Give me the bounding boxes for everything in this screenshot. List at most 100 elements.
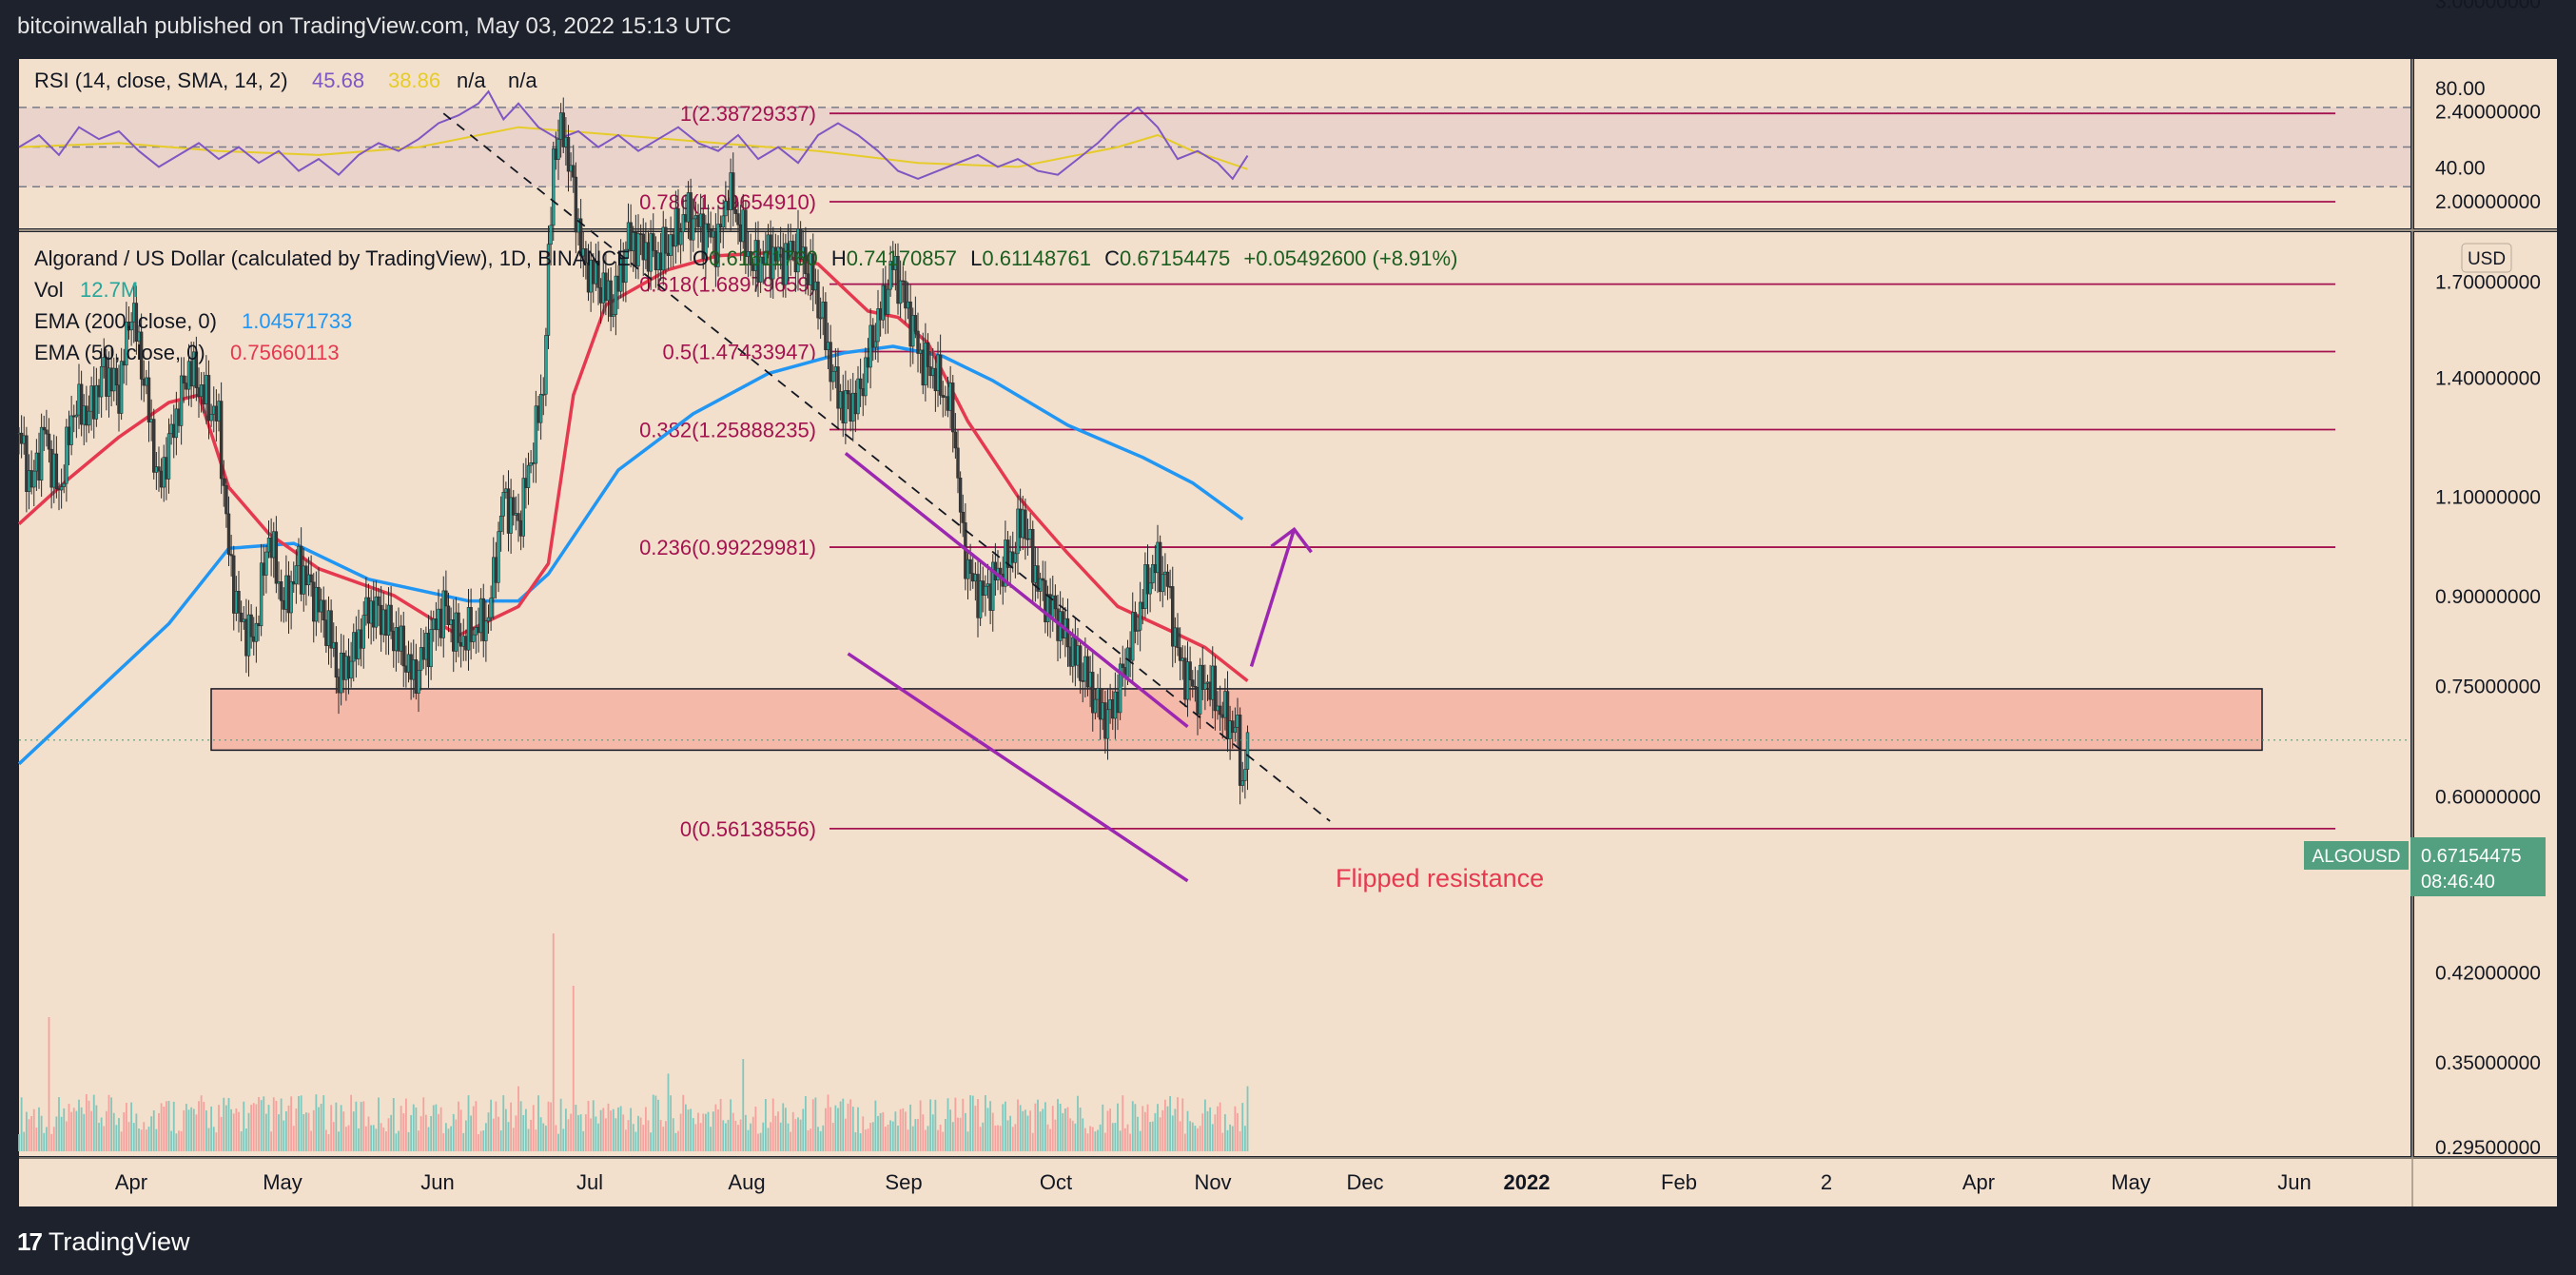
volume-bar xyxy=(1086,1133,1089,1151)
volume-bar xyxy=(959,1117,962,1151)
candle-body xyxy=(219,401,224,480)
candle-body xyxy=(1121,663,1124,668)
volume-bar xyxy=(1026,1115,1029,1151)
volume-bar xyxy=(1237,1112,1239,1151)
volume-bar xyxy=(971,1095,974,1151)
candle-body xyxy=(721,215,725,228)
volume-bar xyxy=(332,1122,335,1151)
volume-bar xyxy=(310,1130,313,1151)
volume-bar xyxy=(439,1107,442,1151)
volume-bar xyxy=(167,1101,170,1151)
volume-bar xyxy=(877,1115,879,1151)
ema200-label: EMA (200, close, 0) xyxy=(34,309,217,333)
volume-bar xyxy=(784,1108,787,1151)
volume-bar xyxy=(1219,1102,1221,1151)
volume-bar xyxy=(112,1112,115,1151)
candle-body xyxy=(744,209,748,257)
volume-bar xyxy=(28,1119,30,1151)
volume-bar xyxy=(295,1108,298,1151)
candle-body xyxy=(146,377,151,422)
volume-bar xyxy=(750,1123,752,1151)
candle-body xyxy=(42,426,46,431)
volume-bar xyxy=(1129,1133,1132,1151)
candle-body xyxy=(1231,720,1235,734)
candle-body xyxy=(1191,679,1195,687)
volume-bar xyxy=(1201,1113,1204,1151)
volume-bar xyxy=(163,1106,166,1151)
volume-bar xyxy=(859,1133,862,1151)
volume-bar xyxy=(710,1127,712,1151)
candle-body xyxy=(798,228,803,260)
candle-body xyxy=(87,410,91,426)
volume-bar xyxy=(324,1129,327,1151)
volume-bar xyxy=(70,1111,73,1151)
volume-bar xyxy=(624,1129,627,1151)
volume-bar xyxy=(564,1108,567,1151)
candle-body xyxy=(1178,647,1182,661)
candle-body xyxy=(566,137,571,172)
volume-bar xyxy=(1166,1106,1169,1151)
volume-bar xyxy=(18,1134,20,1151)
time-axis-label: Jul xyxy=(576,1170,603,1194)
volume-bar xyxy=(118,1118,120,1151)
volume-bar xyxy=(767,1128,770,1151)
volume-bar xyxy=(267,1105,270,1151)
volume-bar xyxy=(68,1104,70,1151)
volume-bar xyxy=(839,1101,842,1151)
volume-bar xyxy=(1174,1108,1177,1151)
volume-bar xyxy=(1234,1106,1237,1151)
volume-bar xyxy=(1031,1132,1034,1151)
candle-body xyxy=(1193,685,1198,688)
candle-body xyxy=(574,176,578,233)
volume-bar xyxy=(404,1098,407,1151)
volume-bar xyxy=(475,1101,478,1151)
candle-body xyxy=(1200,664,1204,690)
volume-bar xyxy=(263,1096,265,1151)
rsi-panel[interactable]: 80.00 40.00 xyxy=(18,78,2486,187)
volume-bar xyxy=(692,1118,694,1151)
volume-bar xyxy=(103,1126,106,1151)
volume-bar xyxy=(524,1108,527,1151)
candle-body xyxy=(544,335,548,395)
volume-bar xyxy=(782,1103,785,1151)
rsi-band xyxy=(19,107,2410,187)
volume-bar xyxy=(1186,1110,1189,1151)
volume-bar xyxy=(183,1109,185,1151)
candle-body xyxy=(612,314,615,317)
volume-bar xyxy=(944,1119,946,1151)
close-label: C xyxy=(1104,246,1120,270)
fib-level-label: 0(0.56138556) xyxy=(680,817,816,841)
volume-bar xyxy=(130,1102,133,1151)
candle-body xyxy=(804,246,808,275)
volume-bar xyxy=(679,1113,682,1151)
volume-bar xyxy=(802,1108,805,1151)
volume-bar xyxy=(739,1119,742,1151)
price-badge-countdown: 08:46:40 xyxy=(2421,872,2495,892)
candle-body xyxy=(864,357,868,397)
candle-body xyxy=(846,390,850,395)
volume-bar xyxy=(922,1114,925,1151)
volume-bar xyxy=(338,1131,340,1151)
volume-bar xyxy=(644,1107,647,1151)
volume-bar xyxy=(1046,1124,1049,1151)
volume-bar xyxy=(1131,1101,1134,1151)
time-axis[interactable]: Apr May Jun Jul Aug Sep Oct Nov Dec 2022 Feb 2 Apr Ma… xyxy=(115,1170,2312,1194)
main-pane[interactable]: 1.618(3.51570439)1(2.38729337)0.786(1.99… xyxy=(17,0,2410,1151)
volume-bar xyxy=(1163,1099,1166,1151)
time-axis-label: Apr xyxy=(115,1170,147,1194)
volume-bar xyxy=(1042,1108,1044,1151)
candle-body xyxy=(498,516,503,533)
rsi-sma-value: 38.86 xyxy=(388,69,440,92)
volume-bar xyxy=(1029,1110,1032,1151)
volume-bar xyxy=(1004,1101,1006,1151)
tradingview-logo[interactable]: 17 TradingView xyxy=(17,1227,190,1257)
volume-bar xyxy=(790,1131,792,1151)
price-axis[interactable]: 4.000000003.000000002.400000002.00000000… xyxy=(2435,0,2541,1159)
volume-bar xyxy=(392,1097,395,1151)
currency-box[interactable] xyxy=(2461,243,2512,273)
volume-bar xyxy=(1146,1104,1149,1151)
volume-bar xyxy=(312,1109,315,1151)
candle-body xyxy=(549,225,553,245)
volume-bar xyxy=(1083,1128,1086,1151)
